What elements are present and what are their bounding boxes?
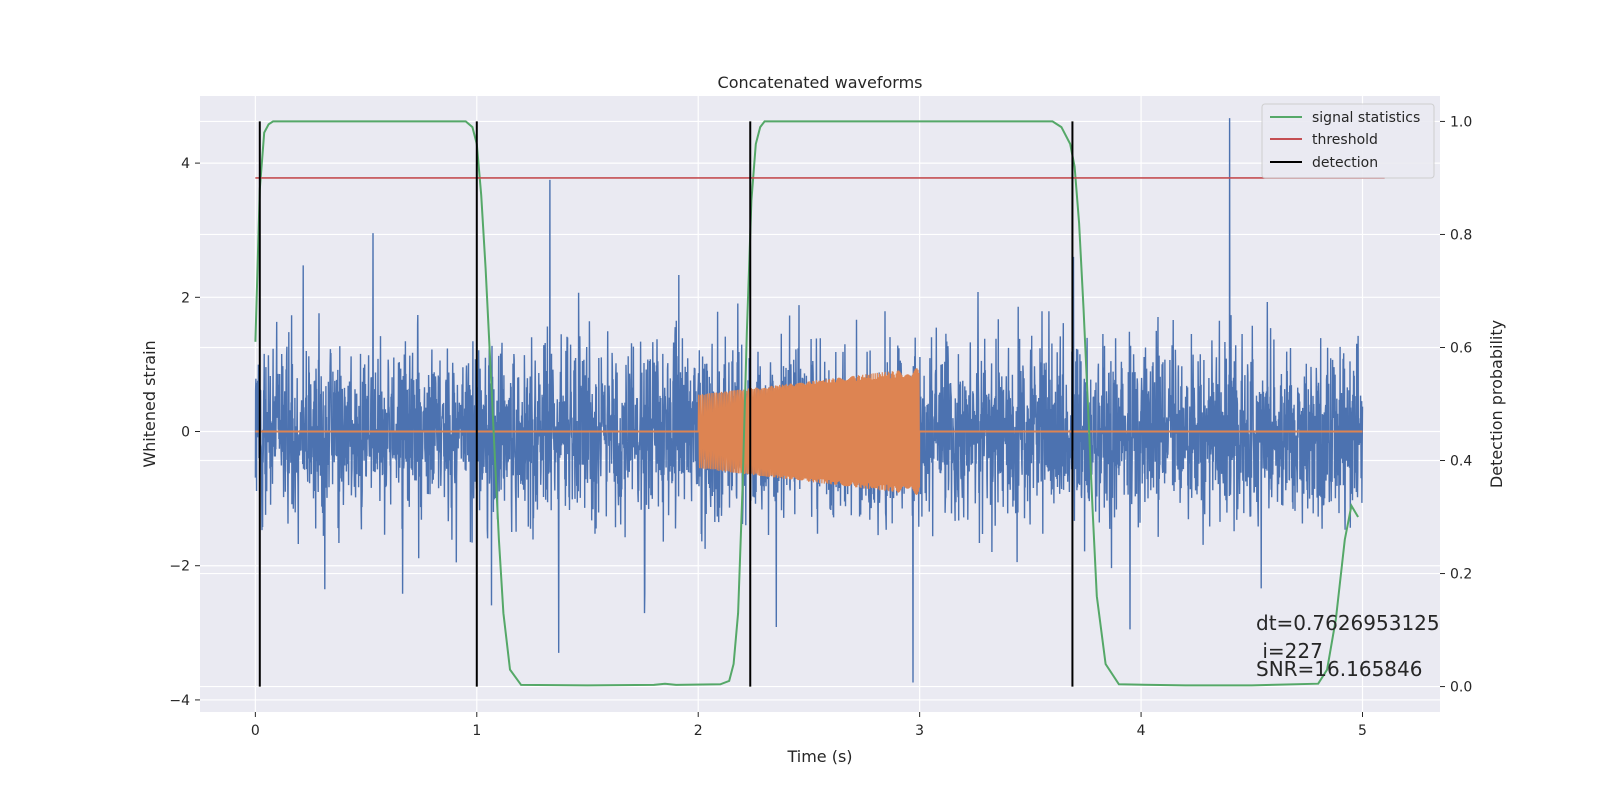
legend-label-detection: detection — [1312, 155, 1378, 171]
y2-tick-label: 0.8 — [1450, 227, 1472, 243]
x-axis-label: Time (s) — [786, 747, 852, 766]
y-tick-label: −2 — [169, 559, 190, 575]
tick-labels: 0 1 2 3 4 5 −4 −2 0 2 4 0.0 0.2 0.4 0.6 0.8 1.0 — [169, 114, 1472, 739]
y2-tick-label: 0.6 — [1450, 340, 1472, 356]
y-tick-label: −4 — [169, 693, 190, 709]
template-series — [255, 368, 1363, 495]
annotation-snr: SNR=16.165846 — [1256, 657, 1422, 681]
legend: signal statistics threshold detection — [1261, 103, 1435, 179]
x-tick-label: 3 — [915, 723, 924, 739]
template-chirp — [697, 368, 921, 495]
signal-statistics-line — [254, 120, 1359, 687]
legend-label-signal-statistics: signal statistics — [1312, 110, 1420, 126]
legend-label-threshold: threshold — [1312, 132, 1378, 148]
x-tick-label: 4 — [1137, 723, 1146, 739]
x-tick-label: 0 — [251, 723, 260, 739]
y-tick-label: 2 — [181, 290, 190, 306]
y2-axis-label: Detection probability — [1487, 320, 1506, 488]
chart-title: Concatenated waveforms — [718, 73, 923, 92]
detection-probability-layer — [254, 120, 1385, 687]
x-tick-label: 2 — [694, 723, 703, 739]
y-tick-label: 0 — [181, 425, 190, 441]
annotation-index: i=227 — [1256, 639, 1323, 663]
y-tick-label: 4 — [181, 156, 190, 172]
y2-tick-label: 0.2 — [1450, 567, 1472, 583]
y2-tick-label: 1.0 — [1450, 114, 1472, 130]
y2-tick-label: 0.0 — [1450, 680, 1472, 696]
y2-tick-label: 0.4 — [1450, 454, 1472, 470]
x-tick-label: 1 — [472, 723, 481, 739]
x-tick-label: 5 — [1358, 723, 1367, 739]
legend-box — [1261, 103, 1435, 179]
annotation-dt: dt=0.7626953125 — [1256, 611, 1440, 635]
y-axis-label: Whitened strain — [140, 340, 159, 467]
